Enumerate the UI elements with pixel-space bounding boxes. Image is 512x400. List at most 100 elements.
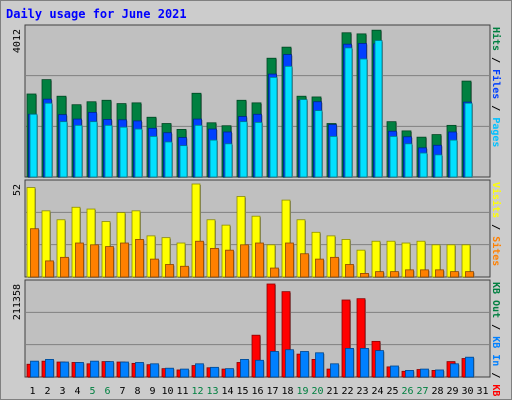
bar-kbin	[195, 363, 204, 378]
bar-sites	[135, 239, 144, 278]
legend-part: Hits	[490, 27, 502, 51]
bar-kbin	[270, 351, 279, 378]
bar-pages	[374, 40, 383, 178]
bar-kbin	[60, 361, 69, 378]
bar-pages	[449, 139, 458, 178]
bar-kbin	[225, 368, 234, 378]
x-tick-label: 9	[149, 386, 155, 397]
bar-kbin	[330, 363, 339, 378]
bar-kbin	[450, 363, 459, 378]
bar-sites	[270, 267, 279, 278]
x-tick-label: 28	[431, 386, 443, 397]
bar-sites	[60, 256, 69, 278]
bar-kbin	[435, 369, 444, 378]
y-max-label: 4012	[12, 29, 23, 53]
bar-pages	[299, 99, 308, 178]
bar-pages	[269, 76, 278, 178]
bar-pages	[209, 139, 218, 178]
x-tick-label: 24	[371, 386, 383, 397]
bar-sites	[285, 242, 294, 278]
bar-sites	[165, 264, 174, 278]
bar-pages	[284, 65, 293, 178]
bar-sites	[405, 269, 414, 278]
bar-sites	[420, 269, 429, 278]
bar-sites	[435, 269, 444, 278]
legend-part: Visits	[490, 182, 502, 218]
x-tick-label: 29	[446, 386, 458, 397]
bar-pages	[434, 154, 443, 178]
x-tick-label: 13	[206, 386, 218, 397]
bar-pages	[164, 141, 173, 178]
bar-sites	[30, 228, 39, 278]
bar-sites	[240, 244, 249, 278]
bar-pages	[44, 102, 53, 178]
bar-sites	[210, 247, 219, 278]
bar-kbin	[285, 349, 294, 378]
bar-sites	[225, 249, 234, 278]
bar-kbin	[45, 358, 54, 378]
bar-sites	[390, 271, 399, 278]
bar-sites	[450, 271, 459, 278]
legend-label: KB Out / KB In / KB F	[490, 282, 501, 400]
bar-pages	[149, 136, 158, 178]
legend-part: KB F	[490, 384, 501, 400]
bar-sites	[90, 244, 99, 278]
bar-kbin	[180, 368, 189, 378]
bar-kbin	[210, 366, 219, 378]
x-tick-label: 7	[119, 386, 125, 397]
x-tick-label: 18	[281, 386, 293, 397]
bar-pages	[194, 124, 203, 178]
bar-sites	[45, 260, 54, 278]
bar-kbin	[345, 347, 354, 378]
bar-kbin	[300, 351, 309, 378]
x-tick-label: 10	[161, 386, 173, 397]
bar-pages	[89, 121, 98, 178]
bar-sites	[120, 242, 129, 278]
bar-pages	[329, 136, 338, 178]
bar-pages	[134, 128, 143, 178]
x-tick-label: 17	[266, 386, 278, 397]
x-tick-label: 21	[326, 386, 338, 397]
x-tick-label: 2	[44, 386, 50, 397]
bar-sites	[300, 253, 309, 278]
x-tick-label: 22	[341, 386, 353, 397]
bar-kbin	[165, 367, 174, 378]
bar-pages	[389, 136, 398, 178]
legend-part: Pages	[490, 117, 501, 147]
chart-title: Daily usage for June 2021	[6, 7, 187, 21]
legend-label: Hits / Files / Pages	[490, 27, 502, 147]
legend-part: KB Out	[490, 282, 501, 318]
bar-pages	[314, 110, 323, 178]
legend-part: /	[490, 51, 501, 69]
x-tick-label: 8	[134, 386, 140, 397]
bar-kbin	[390, 365, 399, 378]
x-tick-label: 14	[221, 386, 233, 397]
x-tick-label: 19	[296, 386, 308, 397]
x-tick-label: 11	[176, 386, 188, 397]
legend-part: /	[490, 318, 501, 336]
bar-kbin	[465, 356, 474, 378]
bar-kbin	[90, 360, 99, 378]
x-tick-label: 27	[416, 386, 428, 397]
legend-part: /	[490, 218, 501, 236]
bar-pages	[344, 47, 353, 178]
bar-visits	[356, 249, 366, 278]
legend-part: Files	[490, 69, 502, 99]
legend-part: /	[490, 99, 501, 117]
bar-kbin	[360, 347, 369, 378]
bar-kbin	[135, 362, 144, 378]
bar-sites	[315, 258, 324, 278]
bar-pages	[59, 121, 68, 178]
x-tick-label: 26	[401, 386, 413, 397]
bar-kbin	[375, 350, 384, 378]
bar-pages	[179, 145, 188, 178]
bar-pages	[359, 58, 368, 178]
x-tick-label: 6	[104, 386, 110, 397]
legend-part: Sites	[490, 236, 502, 266]
y-max-label: 211358	[12, 284, 23, 320]
bar-pages	[119, 126, 128, 178]
legend-part: /	[490, 366, 501, 384]
x-tick-label: 23	[356, 386, 368, 397]
x-tick-label: 15	[236, 386, 248, 397]
